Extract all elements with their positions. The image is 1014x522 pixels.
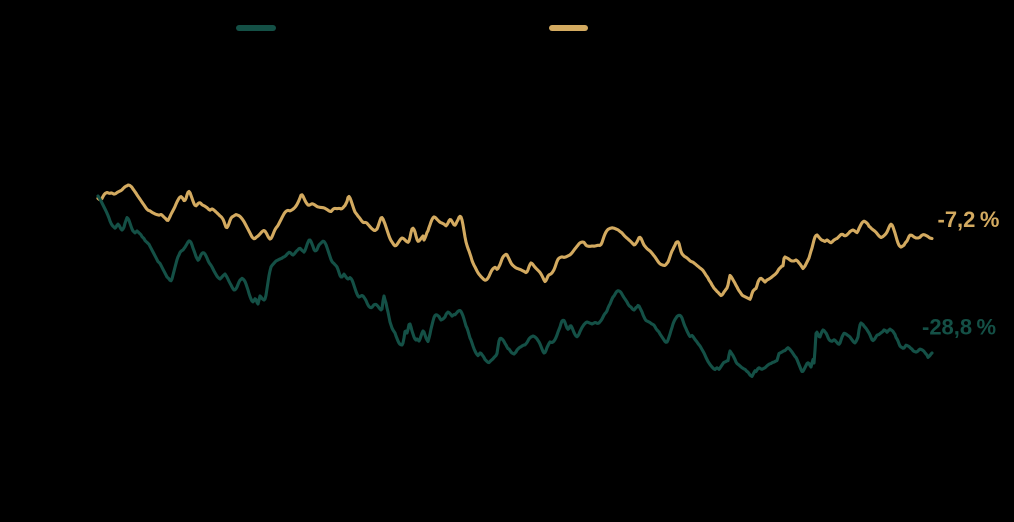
svg-text:-7,2 %: -7,2 % <box>938 207 1000 232</box>
svg-text:-28,8 %: -28,8 % <box>922 314 996 339</box>
